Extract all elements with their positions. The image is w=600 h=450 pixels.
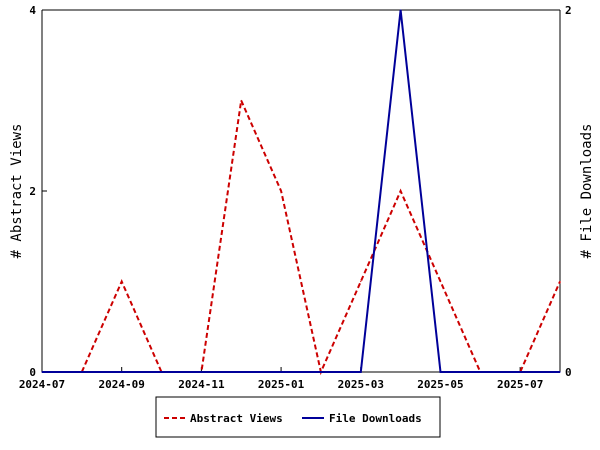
legend: Abstract Views File Downloads <box>155 396 441 438</box>
x-tick-label: 2024-09 <box>99 378 145 391</box>
data-point-abstract-views <box>121 280 123 283</box>
x-tick-label: 2024-07 <box>19 378 65 391</box>
left-y-tick-label: 4 <box>29 4 36 17</box>
right-y-tick-label: 2 <box>565 4 572 17</box>
data-point-abstract-views <box>240 99 242 102</box>
data-point-file-downloads <box>280 371 282 373</box>
left-y-axis-ticks: 0 2 4 <box>29 4 47 379</box>
data-point-abstract-views <box>559 280 561 283</box>
data-point-file-downloads <box>360 371 362 373</box>
data-point-file-downloads <box>559 371 561 373</box>
x-tick-label: 2025-01 <box>258 378 305 391</box>
data-point-file-downloads <box>400 9 402 11</box>
left-y-axis-title: # Abstract Views <box>9 124 25 259</box>
data-point-abstract-views <box>439 280 442 283</box>
plot-frame <box>41 9 561 373</box>
x-tick-label: 2024-11 <box>178 378 225 391</box>
x-tick-label: 2025-05 <box>417 378 463 391</box>
legend-label-abstract-views: Abstract Views <box>190 412 283 425</box>
data-point-file-downloads <box>41 371 43 373</box>
legend-label-file-downloads: File Downloads <box>329 412 422 425</box>
x-axis-ticks: 2024-07 2024-09 2024-11 2025-01 2025-03 2025-… <box>19 367 543 391</box>
legend-box <box>155 396 441 438</box>
data-point-file-downloads <box>320 371 322 373</box>
data-point-file-downloads <box>81 371 83 373</box>
data-point-abstract-views <box>400 190 402 192</box>
data-point-file-downloads <box>200 371 202 373</box>
data-point-file-downloads <box>160 371 163 373</box>
left-y-tick-label: 2 <box>29 185 36 198</box>
data-point-file-downloads <box>439 371 442 373</box>
x-tick-label: 2025-07 <box>497 378 543 391</box>
data-point-file-downloads <box>121 371 123 373</box>
data-point-file-downloads <box>519 371 521 373</box>
data-point-abstract-views <box>360 280 362 283</box>
right-y-tick-label: 0 <box>565 366 572 379</box>
series-layer <box>41 9 561 376</box>
data-point-abstract-views <box>280 190 282 192</box>
right-y-axis-ticks: 02 <box>555 4 572 379</box>
series-line-file-downloads <box>42 9 560 373</box>
series-line-abstract-views <box>42 96 561 376</box>
data-point-file-downloads <box>240 371 242 373</box>
data-point-file-downloads <box>479 371 481 373</box>
right-y-axis-title: # File Downloads <box>579 124 595 259</box>
left-y-tick-label: 0 <box>29 366 36 379</box>
x-tick-label: 2025-03 <box>338 378 384 391</box>
